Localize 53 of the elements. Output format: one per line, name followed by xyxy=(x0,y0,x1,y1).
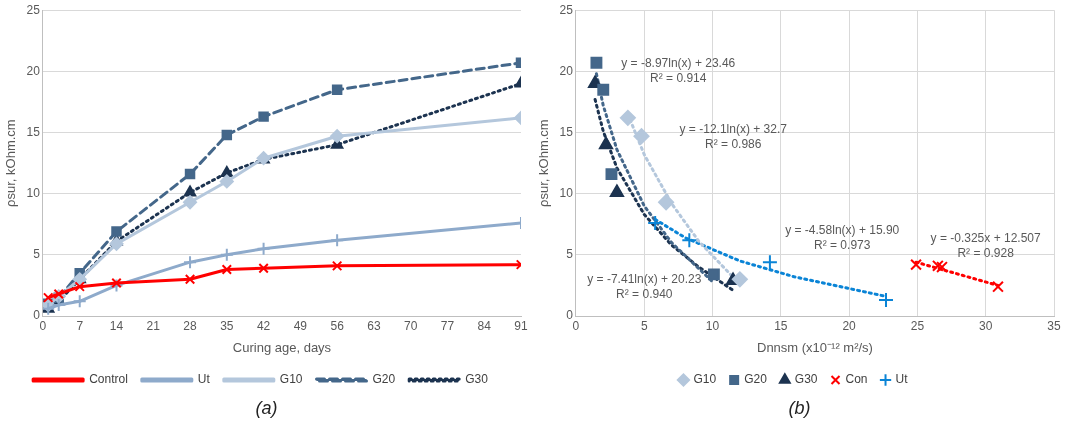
legend-label: G10 xyxy=(693,372,717,387)
x-tick-label: 77 xyxy=(440,318,455,333)
x-axis-title: Dnnsm (x10⁻¹² m²/s) xyxy=(757,339,873,355)
x-tick-label: 21 xyxy=(146,318,161,333)
legend-label: Control xyxy=(89,372,128,387)
x-axis-title: Curing age, days xyxy=(232,339,332,355)
x-tick-label: 56 xyxy=(330,318,345,333)
x-tick-label: 15 xyxy=(774,318,788,333)
annotation: y = -7.41ln(x) + 20.23 R² = 0.940 xyxy=(587,271,702,301)
x-tick-label: 49 xyxy=(293,318,308,333)
y-axis-title: ρsur, kOhm.cm xyxy=(3,119,19,207)
x-tick-label: 14 xyxy=(109,318,124,333)
annotation: y = -12.1ln(x) + 32.7 R² = 0.986 xyxy=(679,122,788,152)
annotation: y = -0.325x + 12.507 R² = 0.928 xyxy=(930,231,1041,261)
legend-label: Ut xyxy=(197,372,211,387)
y-axis-title: ρsur, kOhm.cm xyxy=(536,119,552,207)
y-tick-label: 15 xyxy=(559,124,574,139)
y-tick-label: 0 xyxy=(33,308,41,323)
annotation: y = -4.58ln(x) + 15.90 R² = 0.973 xyxy=(785,222,900,252)
text: (b) xyxy=(787,398,812,419)
y-tick-label: 25 xyxy=(559,2,574,17)
x-tick-label: 5 xyxy=(640,318,648,333)
x-tick-label: 42 xyxy=(256,318,271,333)
text: (a) xyxy=(254,398,279,419)
x-tick-label: 25 xyxy=(910,318,925,333)
y-tick-label: 10 xyxy=(559,185,574,200)
y-tick-label: 0 xyxy=(566,308,574,323)
x-tick-label: 20 xyxy=(842,318,857,333)
y-tick-label: 25 xyxy=(26,2,41,17)
x-tick-label: 30 xyxy=(979,318,993,333)
legend-label: Con xyxy=(845,372,868,387)
x-tick-label: 91 xyxy=(514,318,528,333)
legend-label: G30 xyxy=(465,372,489,387)
legend-label: G20 xyxy=(744,372,768,387)
y-tick-label: 10 xyxy=(26,185,41,200)
x-tick-label: 63 xyxy=(367,318,381,333)
legend-label: G20 xyxy=(372,372,396,387)
y-tick-label: 5 xyxy=(33,247,41,262)
y-tick-label: 20 xyxy=(559,63,574,78)
x-tick-label: 28 xyxy=(183,318,198,333)
x-tick-label: 35 xyxy=(220,318,234,333)
y-tick-label: 15 xyxy=(26,124,41,139)
x-tick-label: 70 xyxy=(404,318,418,333)
legend-label: G10 xyxy=(279,372,303,387)
x-tick-label: 35 xyxy=(1047,318,1061,333)
legend-label: Ut xyxy=(895,372,909,387)
x-tick-label: 10 xyxy=(705,318,720,333)
x-tick-label: 84 xyxy=(477,318,492,333)
y-tick-label: 20 xyxy=(26,63,41,78)
y-tick-label: 5 xyxy=(566,247,574,262)
annotation: y = -8.97ln(x) + 23.46 R² = 0.914 xyxy=(621,56,736,86)
x-tick-label: 7 xyxy=(76,318,84,333)
legend-label: G30 xyxy=(794,372,818,387)
